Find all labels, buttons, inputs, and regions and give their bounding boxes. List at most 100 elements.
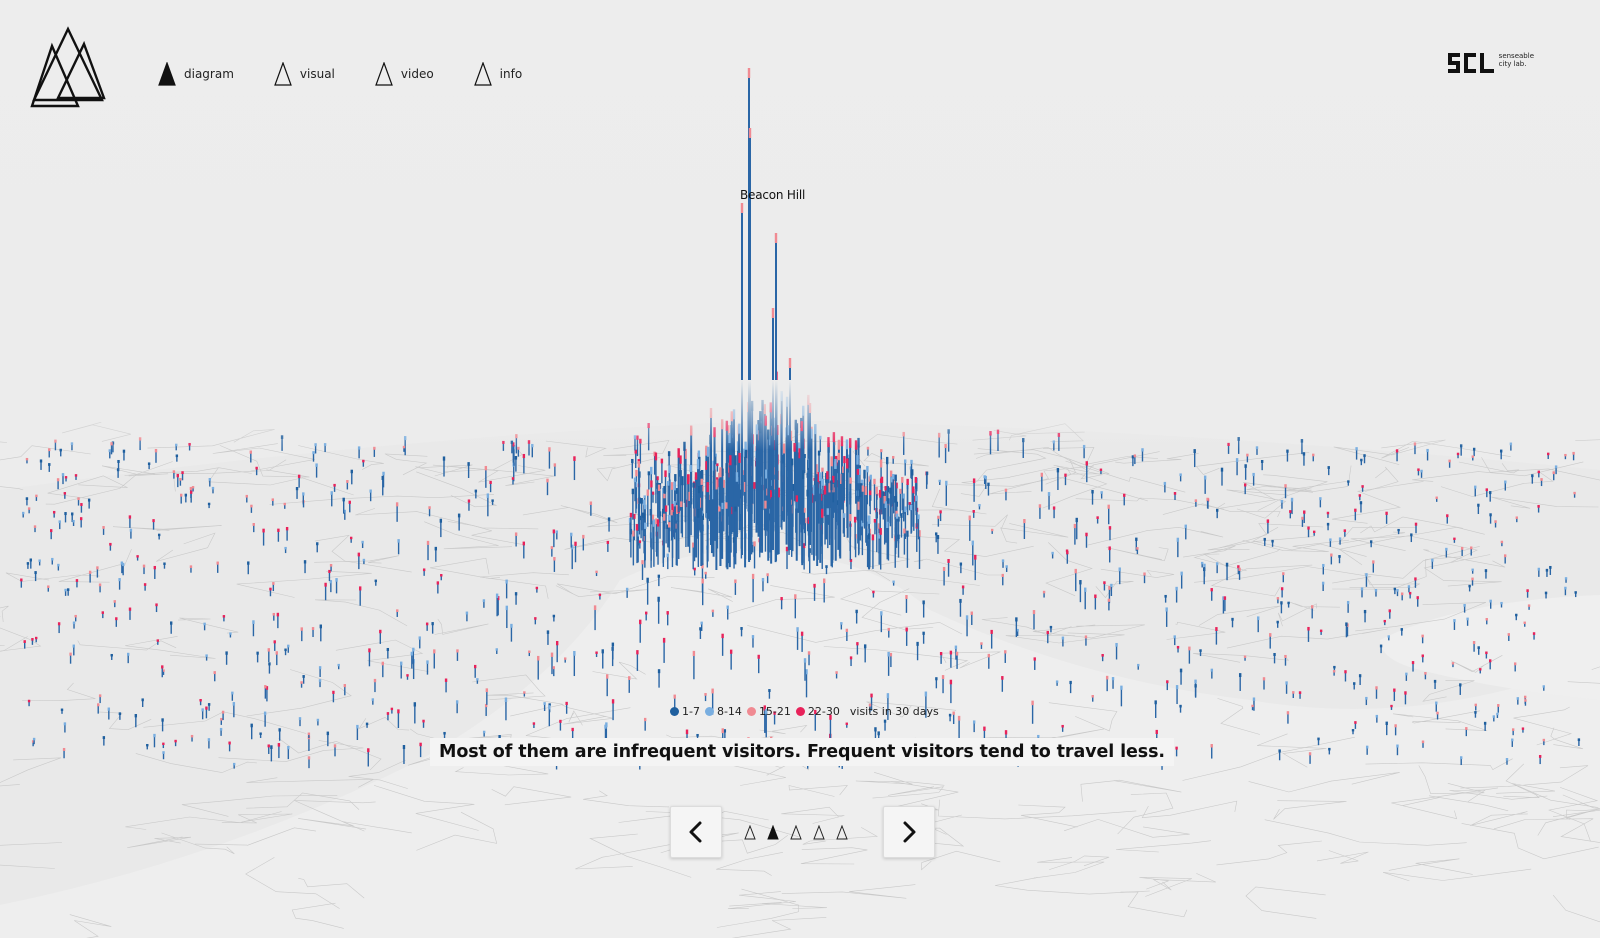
visit-spike-cap xyxy=(418,636,421,640)
visit-spike-cap xyxy=(32,737,36,741)
page-indicator-icon[interactable] xyxy=(813,825,825,840)
visit-spike-cap xyxy=(837,452,840,461)
visit-spike-cap xyxy=(689,464,692,472)
road-line xyxy=(1440,471,1554,497)
visit-spike-cap xyxy=(485,688,489,693)
visit-spike-cap xyxy=(1379,644,1383,648)
visit-spike-cap xyxy=(668,465,671,474)
visit-spike-cap xyxy=(936,535,940,540)
nav-item-visual[interactable]: visual xyxy=(274,62,335,86)
visit-spike-cap xyxy=(1262,677,1266,681)
previous-button[interactable] xyxy=(670,806,722,858)
visit-spike-cap xyxy=(128,607,132,611)
visit-spike-cap xyxy=(856,642,859,646)
page-indicator-icon[interactable] xyxy=(790,825,802,840)
page-indicator-active-icon[interactable] xyxy=(767,825,779,840)
visit-spike-cap xyxy=(903,528,906,534)
visit-spike-cap xyxy=(1329,538,1332,542)
visit-spike-cap xyxy=(861,520,864,527)
road-line xyxy=(1075,497,1225,510)
visit-spike-cap xyxy=(275,651,278,655)
visit-spike-cap xyxy=(744,449,748,458)
visit-spike-cap xyxy=(1307,526,1310,530)
visit-spike-cap xyxy=(189,490,193,494)
visit-spike-cap xyxy=(1421,654,1424,658)
page-indicator-icon[interactable] xyxy=(836,825,848,840)
visit-spike-cap xyxy=(69,652,72,656)
senseable-city-lab-logo[interactable]: senseable city lab. xyxy=(1447,50,1534,76)
visit-spike-cap xyxy=(1166,680,1169,684)
next-button[interactable] xyxy=(883,806,935,858)
visit-spike-cap xyxy=(734,579,737,584)
visit-spike-cap xyxy=(1375,686,1378,690)
visit-spike-cap xyxy=(39,459,43,463)
visit-spike-cap xyxy=(1445,547,1448,551)
visit-spike-cap xyxy=(826,508,830,515)
visit-spike-cap xyxy=(909,504,913,511)
visit-spike-cap xyxy=(892,473,895,480)
visit-spike-cap xyxy=(668,522,671,528)
visit-spike-cap xyxy=(1096,516,1099,519)
triple-triangle-logo-icon[interactable] xyxy=(30,26,106,112)
visit-spike-cap xyxy=(719,467,722,478)
visit-spike-cap xyxy=(199,698,202,702)
visit-spike-cap xyxy=(1485,651,1488,655)
visit-spike-cap xyxy=(272,612,275,616)
visit-spike-cap xyxy=(312,451,315,455)
nav-item-diagram[interactable]: diagram xyxy=(158,62,234,86)
road-line xyxy=(1350,535,1478,563)
road-line xyxy=(491,786,572,806)
visit-spike-cap xyxy=(656,476,659,481)
visit-spike-cap xyxy=(815,464,818,475)
visit-spike-cap xyxy=(606,674,609,679)
visit-spike-cap xyxy=(1470,546,1473,550)
nav-item-info[interactable]: info xyxy=(473,62,522,86)
road-line xyxy=(800,847,868,865)
visit-spike-cap xyxy=(1426,448,1429,453)
road-line xyxy=(1100,568,1175,578)
visit-spike-cap xyxy=(1235,458,1239,462)
visit-spike-cap xyxy=(1210,668,1214,672)
visit-spike-cap xyxy=(886,693,890,699)
visit-spike-cap xyxy=(467,462,470,466)
visit-spike-cap xyxy=(1345,622,1348,626)
road-line xyxy=(948,476,1148,502)
visit-spike-cap xyxy=(729,649,733,654)
visit-spike-cap xyxy=(773,711,776,715)
scl-wordmark: senseable city lab. xyxy=(1498,52,1534,68)
visit-spike-cap xyxy=(915,495,918,502)
road-line xyxy=(802,827,879,845)
visit-spike-cap xyxy=(666,481,670,486)
road-line xyxy=(1087,526,1224,546)
visit-spike-cap xyxy=(972,720,976,724)
visit-spike-cap xyxy=(57,622,61,626)
visit-spike-cap xyxy=(176,473,179,478)
road-line xyxy=(1245,886,1326,919)
visit-spike-cap xyxy=(456,649,459,653)
visit-spike-cap xyxy=(949,679,953,685)
visit-spike-cap xyxy=(641,560,644,565)
visit-spike-cap xyxy=(552,614,556,618)
visit-spike-cap xyxy=(571,544,574,550)
visit-spike-cap xyxy=(117,459,120,463)
road-line xyxy=(246,669,352,717)
visit-spike-cap xyxy=(270,745,273,749)
outline-triangle-icon xyxy=(274,62,292,86)
visit-spike-cap xyxy=(118,578,121,582)
visit-spike-cap xyxy=(968,515,971,521)
visit-spike-cap xyxy=(667,451,671,457)
visit-spike-cap xyxy=(889,487,892,494)
visit-spike-cap xyxy=(899,488,902,494)
visit-spike-cap xyxy=(901,476,904,483)
visit-spike-cap xyxy=(1107,598,1111,602)
nav-item-video[interactable]: video xyxy=(375,62,434,86)
page-indicator-icon[interactable] xyxy=(744,825,756,840)
visit-spike-cap xyxy=(201,708,204,712)
road-line xyxy=(727,891,797,909)
road-line xyxy=(1226,489,1288,519)
visit-spike-cap xyxy=(1527,604,1531,607)
visit-spike-cap xyxy=(701,485,704,492)
visit-spike-cap xyxy=(1484,569,1488,573)
visit-spike-cap xyxy=(1184,524,1187,529)
